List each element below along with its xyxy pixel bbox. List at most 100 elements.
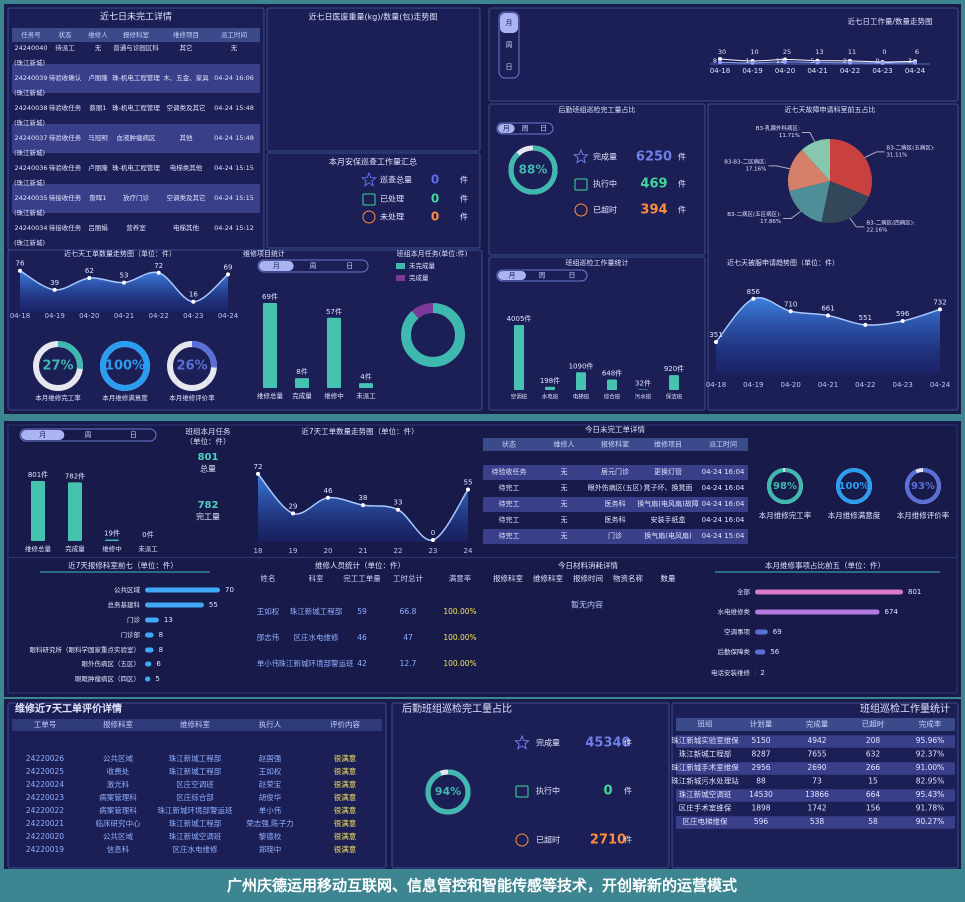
x-tick-label: 04-22	[855, 381, 875, 389]
x-tick-label: 04-21	[818, 381, 838, 389]
table-row	[676, 762, 955, 775]
table-subcell: (珠江新城)	[14, 118, 45, 127]
donut-arc	[425, 769, 471, 815]
pie-slice	[821, 181, 869, 223]
x-tick-label: 21	[359, 547, 368, 555]
tab[interactable]: 月	[506, 19, 513, 27]
table-header-cell: 报修科室	[493, 573, 523, 583]
tab[interactable]: 月	[39, 431, 46, 439]
panel-title: 近七日医废重量(kg)/数量(包)走势图	[309, 12, 438, 22]
stat-name: 已超时	[593, 205, 617, 215]
donut-label: 94%	[435, 785, 461, 798]
table-cell: 很满意	[334, 792, 357, 802]
table-cell: 24220023	[26, 793, 64, 802]
table-cell: 王如权	[259, 766, 282, 776]
stat-value: 801	[198, 452, 219, 463]
panel-title: 后勤班组巡检完工量占比	[402, 702, 512, 715]
data-label: 732	[933, 298, 946, 306]
tab[interactable]: 日	[506, 63, 513, 71]
point	[431, 538, 435, 542]
table-cell: 24240035	[14, 194, 47, 202]
data-label: 69	[773, 628, 782, 636]
table-cell: 荣志强,陈子力	[246, 818, 293, 828]
point	[880, 61, 885, 65]
table-cell: 区庄水电维修	[173, 844, 218, 854]
x-tick-label: 04-22	[840, 67, 860, 75]
panel	[266, 152, 481, 249]
data-label: 856	[747, 288, 761, 296]
data-label: 0件	[142, 530, 153, 539]
tab[interactable]: 周	[522, 125, 529, 133]
data-label: 4005件	[507, 314, 532, 323]
stat-value: 0	[431, 173, 439, 187]
data-label: 4件	[360, 372, 371, 381]
legend-label: 未完成量	[409, 261, 436, 270]
x-tick-label: 04-19	[44, 312, 64, 320]
table-cell: 珠-机电工程管理	[112, 103, 160, 112]
stat-value: 469	[640, 177, 667, 192]
stat-unit: 件	[678, 152, 686, 162]
data-label: 13	[164, 616, 173, 624]
tab[interactable]: 月	[273, 262, 280, 270]
point	[714, 339, 718, 344]
table-cell: 换气扇(电风扇)	[644, 531, 692, 540]
table-cell: 公共区域	[103, 753, 133, 763]
x-tick-label: 水电班	[542, 393, 559, 401]
data-label: 29	[289, 502, 298, 510]
tab[interactable]: 周	[85, 431, 92, 439]
table-cell: 13866	[805, 790, 829, 799]
tab[interactable]: 月	[503, 125, 510, 133]
data-label: 2	[843, 57, 847, 65]
table-header-cell: 维修人	[88, 30, 108, 39]
x-tick-label: 未派工	[356, 391, 376, 400]
bar	[755, 589, 903, 595]
tab[interactable]: 周	[539, 272, 546, 280]
data-label: 3	[908, 57, 912, 65]
table-cell: 待验收任务	[492, 467, 527, 476]
table-cell: 其他	[180, 133, 194, 142]
table-cell: 208	[866, 736, 881, 745]
bar	[31, 481, 45, 541]
data-label: 801件	[28, 470, 48, 479]
x-tick-label: 04-21	[807, 67, 827, 75]
tab[interactable]: 日	[346, 262, 353, 270]
tab[interactable]: 周	[506, 41, 513, 49]
table-cell: 蔡丽1	[89, 103, 106, 112]
x-tick-label: 18	[254, 547, 263, 555]
table-cell: 24240037	[14, 134, 47, 142]
tab[interactable]: 日	[130, 431, 137, 439]
stat-unit: 件	[460, 194, 468, 204]
x-tick-label: 04-18	[710, 67, 730, 75]
stat-name: 完成量	[536, 738, 560, 748]
bar	[145, 676, 151, 682]
table-cell: 安装手纸盒	[651, 515, 686, 524]
table-row	[483, 497, 748, 512]
tab[interactable]: 日	[540, 125, 547, 133]
tab[interactable]: 月	[509, 272, 516, 280]
pie-label: B3-二病区(五区病区):	[727, 210, 781, 218]
x-tick-label: 完成量	[292, 391, 312, 400]
table-cell: 营养室	[126, 223, 146, 232]
table-header-cell: 维修人	[554, 440, 575, 449]
table-cell: 04-24 15:15	[214, 164, 254, 172]
panel	[391, 702, 670, 869]
bar	[359, 383, 373, 388]
table-cell: 珠江新城工程部	[169, 753, 222, 763]
leader-line	[801, 131, 816, 143]
table-cell: 电梯类其他	[170, 163, 203, 172]
data-label: 32件	[635, 378, 651, 387]
stat-value: 782	[198, 500, 219, 511]
tab[interactable]: 周	[310, 262, 317, 270]
table-header-cell: 状态	[59, 30, 73, 39]
table-cell: 04-24 15:04	[702, 532, 745, 540]
table-cell: 无	[95, 44, 102, 52]
table-cell: 待接收任务	[49, 193, 82, 202]
chart-title: 近七日工作量/数量走势图	[847, 16, 932, 26]
table-cell: 单小伟	[259, 805, 282, 815]
table-cell: 04-24 15:12	[214, 224, 254, 232]
legend-label: 完成量	[409, 273, 429, 282]
tab[interactable]: 日	[569, 272, 576, 280]
table-cell: 很满意	[334, 779, 357, 789]
table-cell: 42	[357, 659, 367, 668]
table-row	[483, 465, 748, 480]
